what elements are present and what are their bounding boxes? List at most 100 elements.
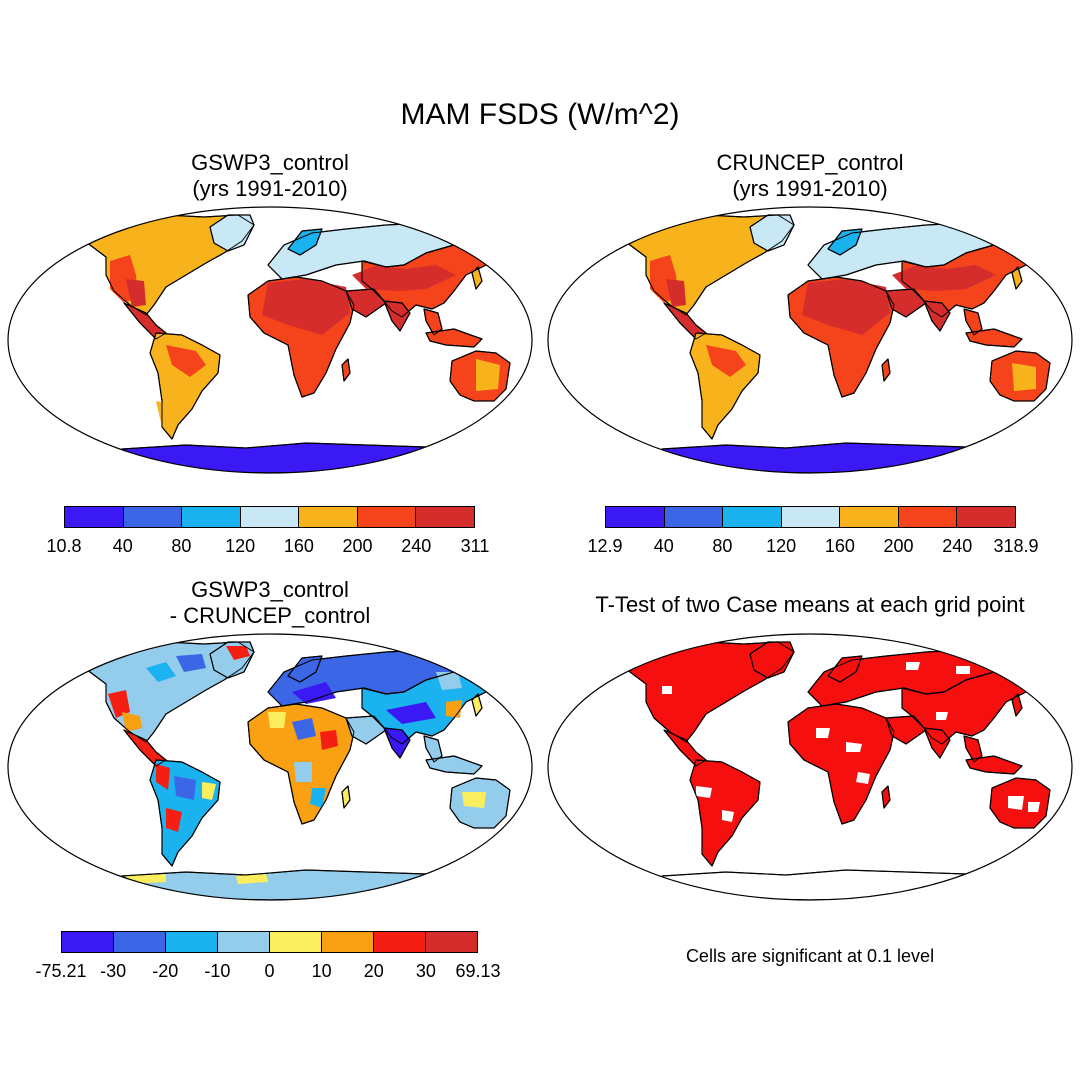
map-border — [7, 206, 533, 474]
grid-cell-patch — [262, 279, 350, 335]
grid-cell-patch — [906, 662, 920, 670]
colorbar-swatch — [664, 507, 724, 527]
map-border — [547, 206, 1073, 474]
colorbar-tick-label: 80 — [712, 536, 733, 556]
grid-cell-patch — [292, 682, 336, 704]
coastline-arabia — [345, 715, 387, 745]
panel-title-gswp3: GSWP3_control (yrs 1991-2010) — [191, 150, 349, 201]
colorbar-tick-label: 80 — [171, 536, 192, 556]
grid-cell-patch — [294, 762, 312, 782]
colorbar-tick-label: 12.9 — [587, 536, 623, 556]
coastline-samerica — [689, 759, 761, 867]
colorbar-swatch — [123, 507, 183, 527]
coastline-seasia — [423, 308, 443, 336]
coastline-arabia — [345, 288, 387, 318]
coastline-centam — [123, 302, 167, 340]
grid-cell-patch — [176, 654, 206, 672]
coastline-centam — [663, 729, 707, 767]
coastline-centam — [123, 729, 167, 767]
grid-cell-patch — [846, 742, 862, 752]
colorbar-tick-label: -10 — [204, 961, 231, 981]
coastline-samerica — [149, 332, 221, 440]
grid-cell-patch — [802, 279, 890, 335]
grid-cell-patch — [892, 265, 996, 291]
land-nz — [521, 394, 531, 420]
land-antarctica — [115, 869, 483, 900]
land-nz — [1061, 821, 1071, 847]
coastline-indo — [965, 755, 1023, 775]
grid-cell-patch — [226, 646, 250, 660]
coastline-australia — [989, 777, 1051, 829]
coastline-australia — [449, 777, 511, 829]
coastline-nz — [1061, 394, 1071, 420]
colorbar-diff — [61, 931, 478, 953]
coastline-japan — [1011, 266, 1023, 290]
grid-cell-patch — [126, 279, 146, 307]
coastline-nz — [521, 394, 531, 420]
coastline-australia — [989, 350, 1051, 402]
coastline-india — [383, 300, 411, 332]
coastline-africa — [787, 703, 895, 825]
grid-cell-patch — [156, 764, 170, 790]
colorbar-swatch — [957, 507, 1016, 527]
map-ttest — [547, 633, 1073, 901]
coastline-seasia — [963, 308, 983, 336]
grid-cell-patch — [956, 666, 970, 674]
coastline-nz — [1061, 821, 1071, 847]
coastline-greenland — [749, 641, 795, 679]
colorbar-swatch — [218, 932, 270, 952]
colorbar-swatch — [62, 932, 114, 952]
colorbar-tick-label: -75.21 — [35, 961, 87, 981]
grid-cell-patch — [236, 874, 268, 884]
map-cruncep — [547, 206, 1073, 474]
colorbar-swatch — [898, 507, 958, 527]
coastline-madag — [341, 358, 351, 382]
grid-cell-patch — [166, 345, 206, 377]
coastline-japan — [1011, 693, 1023, 717]
land-antarctica — [115, 442, 483, 473]
coastline-greenland — [209, 641, 255, 679]
coastline-india — [923, 300, 951, 332]
grid-cell-patch — [268, 712, 286, 728]
colorbar-swatch — [840, 507, 899, 527]
land-nz — [1061, 394, 1071, 420]
colorbar-swatch — [114, 932, 166, 952]
coastline-seasia — [423, 735, 443, 763]
grid-cell-patch — [936, 712, 948, 720]
significance-note: Cells are significant at 0.1 level — [685, 946, 935, 966]
grid-cell-patch — [462, 792, 486, 808]
map-border — [547, 633, 1073, 901]
grid-cell-patch — [446, 700, 462, 718]
colorbar-swatch — [781, 507, 841, 527]
coastline-indo — [425, 755, 483, 775]
colorbar-tick-label: 240 — [401, 536, 432, 556]
colorbar-tick-label: 10 — [311, 961, 332, 981]
colorbar-tick-label: 0 — [264, 961, 275, 981]
colorbar-tick-label: 240 — [942, 536, 973, 556]
colorbar-swatch — [357, 507, 417, 527]
figure-title: MAM FSDS (W/m^2) — [400, 98, 680, 131]
colorbar-swatch — [723, 507, 782, 527]
coastline-madag — [881, 358, 891, 382]
colorbar-tick-label: 69.13 — [455, 961, 501, 981]
colorbar-tick-label: 311 — [460, 536, 490, 556]
coastline-indo — [965, 328, 1023, 348]
colorbar-swatch — [322, 932, 374, 952]
colorbar-tick-label: 120 — [225, 536, 256, 556]
grid-cell-patch — [1012, 363, 1036, 391]
grid-cell-patch — [1028, 802, 1040, 812]
grid-cell-patch — [436, 672, 462, 690]
grid-cell-patch — [156, 401, 172, 429]
colorbar-swatch — [416, 507, 475, 527]
coastline-greenland — [209, 214, 255, 252]
grid-cell-patch — [320, 730, 338, 750]
colorbar-labels-diff: -75.21 -30 -20 -10 0 10 20 30 69.13 — [35, 961, 500, 981]
coastline-madag — [881, 785, 891, 809]
map-gswp3 — [7, 206, 533, 474]
grid-cell-patch — [202, 782, 216, 800]
land-nz — [521, 821, 531, 847]
colorbar-gswp3 — [64, 506, 475, 528]
grid-cell-patch — [352, 265, 456, 291]
colorbar-swatch — [426, 932, 477, 952]
panel-title-cruncep: CRUNCEP_control (yrs 1991-2010) — [716, 150, 904, 201]
